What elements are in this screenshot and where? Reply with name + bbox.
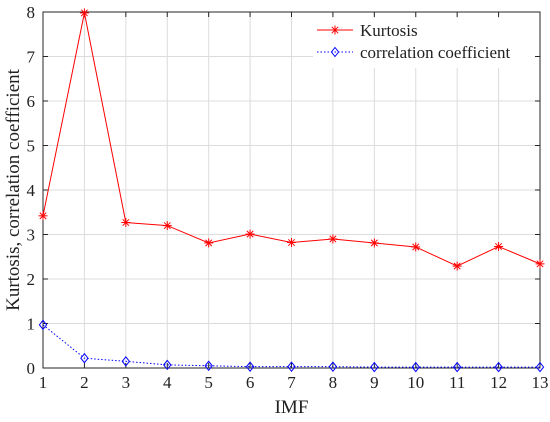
- legend-label: correlation coefficient: [360, 43, 511, 62]
- data-point: [79, 8, 89, 18]
- data-point: [80, 352, 89, 364]
- y-tick-label: 4: [27, 181, 36, 200]
- data-point: [121, 217, 131, 227]
- legend: Kurtosis correlation coefficient: [313, 18, 535, 68]
- data-point: [287, 238, 296, 248]
- data-point: [38, 319, 48, 331]
- y-tick-label: 7: [27, 48, 36, 67]
- x-tick-label: 13: [532, 373, 549, 392]
- y-tick-label: 1: [27, 315, 36, 334]
- data-point: [245, 361, 255, 372]
- series-0: [38, 8, 545, 271]
- x-tick-label: 6: [246, 373, 255, 392]
- data-point: [162, 221, 172, 231]
- y-axis-label: Kurtosis, correlation coefficient: [3, 68, 24, 311]
- x-tick-label: 9: [370, 373, 379, 392]
- x-tick-label: 1: [39, 373, 48, 392]
- x-tick-label: 5: [204, 373, 213, 392]
- data-point: [494, 242, 504, 252]
- y-tick-label: 5: [27, 137, 36, 156]
- data-point: [38, 211, 48, 221]
- legend-marker: [330, 46, 340, 58]
- x-tick-label: 12: [490, 373, 507, 392]
- x-tick-label: 4: [163, 373, 172, 392]
- y-tick-label: 0: [27, 359, 36, 378]
- data-point: [287, 361, 296, 372]
- x-tick-label: 3: [122, 373, 131, 392]
- x-tick-label: 7: [287, 373, 296, 392]
- data-point: [411, 242, 421, 252]
- x-tick-label: 10: [407, 373, 424, 392]
- series-layer: [38, 8, 545, 373]
- data-point: [121, 356, 131, 367]
- x-axis-label: IMF: [275, 397, 309, 418]
- y-tick-label: 6: [27, 92, 36, 111]
- data-point: [328, 234, 338, 244]
- series-1: [38, 319, 545, 373]
- legend-item: Kurtosis: [317, 21, 418, 40]
- data-point: [163, 359, 172, 371]
- data-point: [452, 361, 462, 373]
- data-point: [369, 238, 379, 248]
- x-tick-label: 8: [329, 373, 338, 392]
- data-point: [452, 261, 462, 271]
- legend-label: Kurtosis: [360, 21, 418, 40]
- data-point: [535, 361, 545, 373]
- data-point: [245, 229, 255, 239]
- legend-marker: [330, 25, 340, 35]
- legend-item: correlation coefficient: [317, 43, 511, 62]
- data-point: [204, 360, 213, 372]
- y-tick-label: 2: [27, 270, 36, 289]
- data-point: [328, 361, 338, 372]
- data-point: [370, 361, 379, 373]
- data-point: [411, 361, 420, 373]
- y-tick-label: 8: [27, 3, 36, 22]
- x-tick-label: 2: [80, 373, 89, 392]
- y-tick-label: 3: [27, 226, 36, 245]
- data-point: [494, 361, 503, 373]
- data-point: [535, 259, 545, 269]
- legend-box: [313, 18, 535, 68]
- series-line: [42, 324, 540, 368]
- x-tick-label: 11: [449, 373, 465, 392]
- data-point: [204, 238, 214, 248]
